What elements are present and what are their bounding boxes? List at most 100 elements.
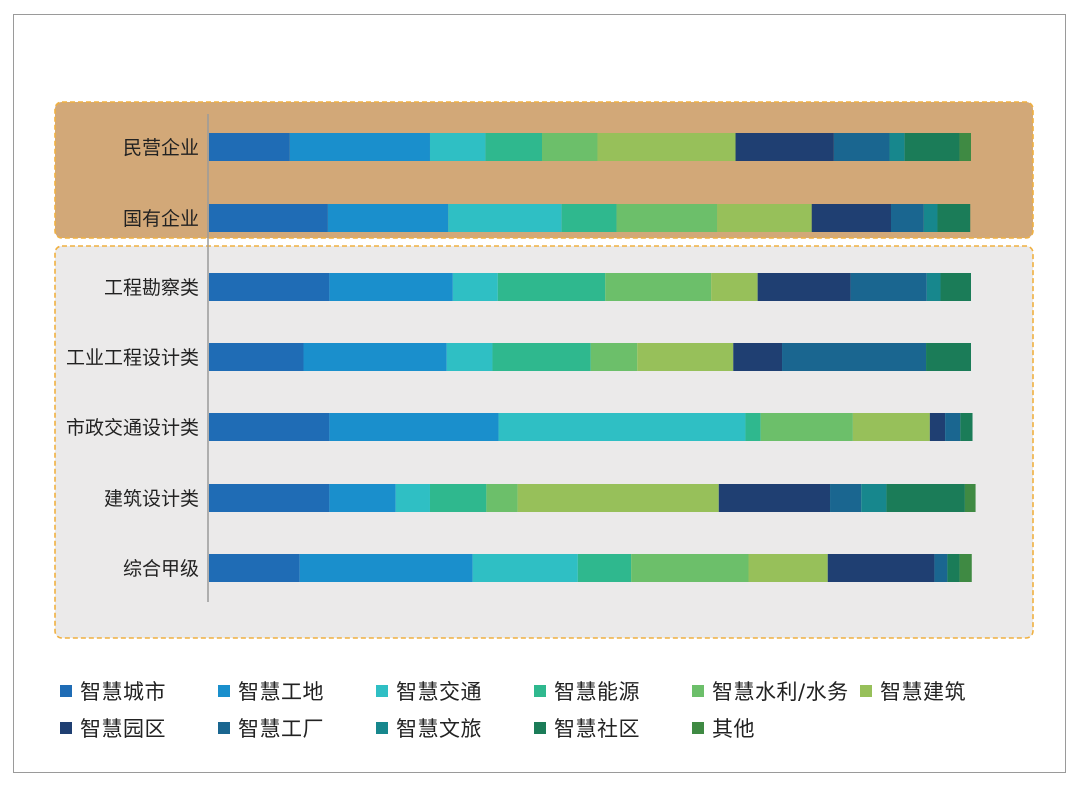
category-tick-label: 民营企业: [123, 137, 199, 159]
bar-segment: [289, 133, 430, 161]
bar-segment: [886, 484, 965, 512]
bar-segment: [329, 413, 499, 441]
bar-segment: [327, 204, 449, 232]
category-tick-label: 工业工程设计类: [66, 347, 199, 369]
bar-segment: [209, 273, 330, 301]
category-tick-label: 综合甲级: [123, 558, 199, 580]
bar-segment: [209, 204, 328, 232]
bar-segment: [735, 133, 834, 161]
bar-segment: [209, 484, 330, 512]
bar-segment: [827, 554, 935, 582]
legend-swatch: [376, 685, 388, 697]
bar-segment: [209, 133, 290, 161]
bar-segment: [597, 133, 736, 161]
bar-segment: [448, 204, 562, 232]
legend-item: 智慧建筑: [860, 676, 966, 706]
bar-segment: [631, 554, 749, 582]
legend-label: 智慧社区: [554, 717, 640, 741]
bar-segment: [616, 204, 718, 232]
legend-label: 智慧能源: [554, 680, 640, 704]
bar-segment: [472, 554, 578, 582]
bar-segment: [497, 273, 606, 301]
legend-swatch: [692, 722, 704, 734]
legend-label: 智慧城市: [80, 680, 166, 704]
legend-label: 智慧交通: [396, 680, 482, 704]
bar-segment: [934, 554, 948, 582]
bar-segment: [299, 554, 473, 582]
legend-label: 其他: [712, 717, 755, 741]
bar-segment: [577, 554, 632, 582]
bar-segment: [833, 133, 890, 161]
bar-segment: [940, 273, 971, 301]
bar-segment: [429, 484, 487, 512]
legend-swatch: [692, 685, 704, 697]
legend-swatch: [60, 722, 72, 734]
bar-segment: [590, 343, 638, 371]
legend-swatch: [534, 685, 546, 697]
legend-item: 智慧文旅: [376, 713, 482, 743]
bar-segment: [561, 204, 617, 232]
bar-segment: [485, 133, 542, 161]
bar-segment: [923, 204, 938, 232]
legend-swatch: [218, 722, 230, 734]
bar-segment: [517, 484, 719, 512]
bar-segment: [830, 484, 862, 512]
legend-item: 智慧城市: [60, 676, 166, 706]
bar-segment: [760, 413, 853, 441]
bar-segment: [718, 484, 831, 512]
bar-segment: [959, 133, 971, 161]
bar-segment: [209, 413, 330, 441]
category-tick-label: 国有企业: [123, 208, 199, 230]
bar-segment: [850, 273, 927, 301]
legend-item: 智慧园区: [60, 713, 166, 743]
bar-segment: [717, 204, 812, 232]
bar-segment: [329, 484, 396, 512]
bar-segment: [209, 554, 300, 582]
legend-item: 智慧社区: [534, 713, 640, 743]
bar-segment: [748, 554, 828, 582]
legend-swatch: [534, 722, 546, 734]
legend-label: 智慧工地: [238, 680, 324, 704]
category-tick-label: 工程勘察类: [104, 277, 199, 299]
bar-segment: [209, 343, 304, 371]
bar-segment: [782, 343, 927, 371]
bar-segment: [959, 554, 972, 582]
legend-item: 智慧交通: [376, 676, 482, 706]
bar-segment: [711, 273, 758, 301]
legend-label: 智慧文旅: [396, 717, 482, 741]
bar-segment: [964, 484, 976, 512]
bar-segment: [541, 133, 598, 161]
bar-segment: [637, 343, 734, 371]
bar-segment: [926, 343, 971, 371]
bar-segment: [395, 484, 430, 512]
legend-label: 智慧工厂: [238, 717, 324, 741]
bar-segment: [889, 133, 905, 161]
legend-swatch: [376, 722, 388, 734]
bar-segment: [605, 273, 712, 301]
legend-item: 智慧能源: [534, 676, 640, 706]
bar-segment: [929, 413, 946, 441]
legend-swatch: [218, 685, 230, 697]
bar-segment: [446, 343, 493, 371]
legend-item: 智慧工地: [218, 676, 324, 706]
legend-swatch: [860, 685, 872, 697]
bar-segment: [945, 413, 961, 441]
legend-label: 智慧水利/水务: [712, 680, 849, 704]
bar-segment: [733, 343, 783, 371]
bar-segment: [811, 204, 891, 232]
bar-segment: [904, 133, 960, 161]
bar-segment: [303, 343, 447, 371]
legend-label: 智慧建筑: [880, 680, 966, 704]
legend-label: 智慧园区: [80, 717, 166, 741]
bar-segment: [492, 343, 591, 371]
category-tick-label: 建筑设计类: [104, 488, 199, 510]
bar-segment: [960, 413, 973, 441]
bar-segment: [947, 554, 960, 582]
legend-swatch: [60, 685, 72, 697]
bar-segment: [452, 273, 498, 301]
bar-segment: [745, 413, 761, 441]
bar-segment: [329, 273, 453, 301]
legend-item: 智慧水利/水务: [692, 676, 849, 706]
bar-segment: [890, 204, 924, 232]
bar-segment: [937, 204, 971, 232]
